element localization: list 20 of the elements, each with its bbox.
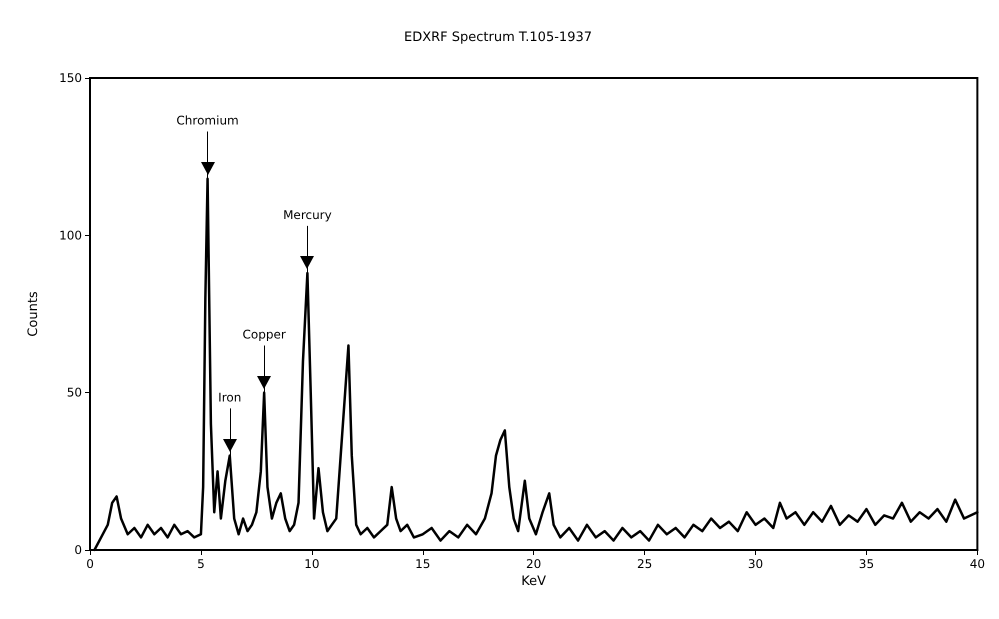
chart-title: EDXRF Spectrum T.105-1937 <box>404 30 592 45</box>
x-tick-label: 40 <box>970 557 986 571</box>
x-tick-label: 10 <box>304 557 320 571</box>
y-tick-label: 100 <box>59 228 82 242</box>
annotation: Iron <box>218 390 242 404</box>
y-tick-label: 150 <box>59 71 82 85</box>
x-tick-label: 25 <box>636 557 652 571</box>
annotation: Copper <box>242 327 286 342</box>
annotation: Chromium <box>176 113 239 128</box>
x-tick-label: 20 <box>526 557 542 571</box>
y-axis-title: Counts <box>26 291 41 337</box>
annotation: Mercury <box>283 208 332 222</box>
x-axis-title: KeV <box>521 574 546 589</box>
y-tick-label: 50 <box>66 386 82 400</box>
x-tick-label: 15 <box>415 557 430 571</box>
y-tick-label: 0 <box>74 543 82 557</box>
x-tick-label: 5 <box>197 557 205 571</box>
x-tick-label: 35 <box>858 557 874 571</box>
x-tick-label: 0 <box>86 557 94 571</box>
x-tick-label: 30 <box>748 557 764 571</box>
